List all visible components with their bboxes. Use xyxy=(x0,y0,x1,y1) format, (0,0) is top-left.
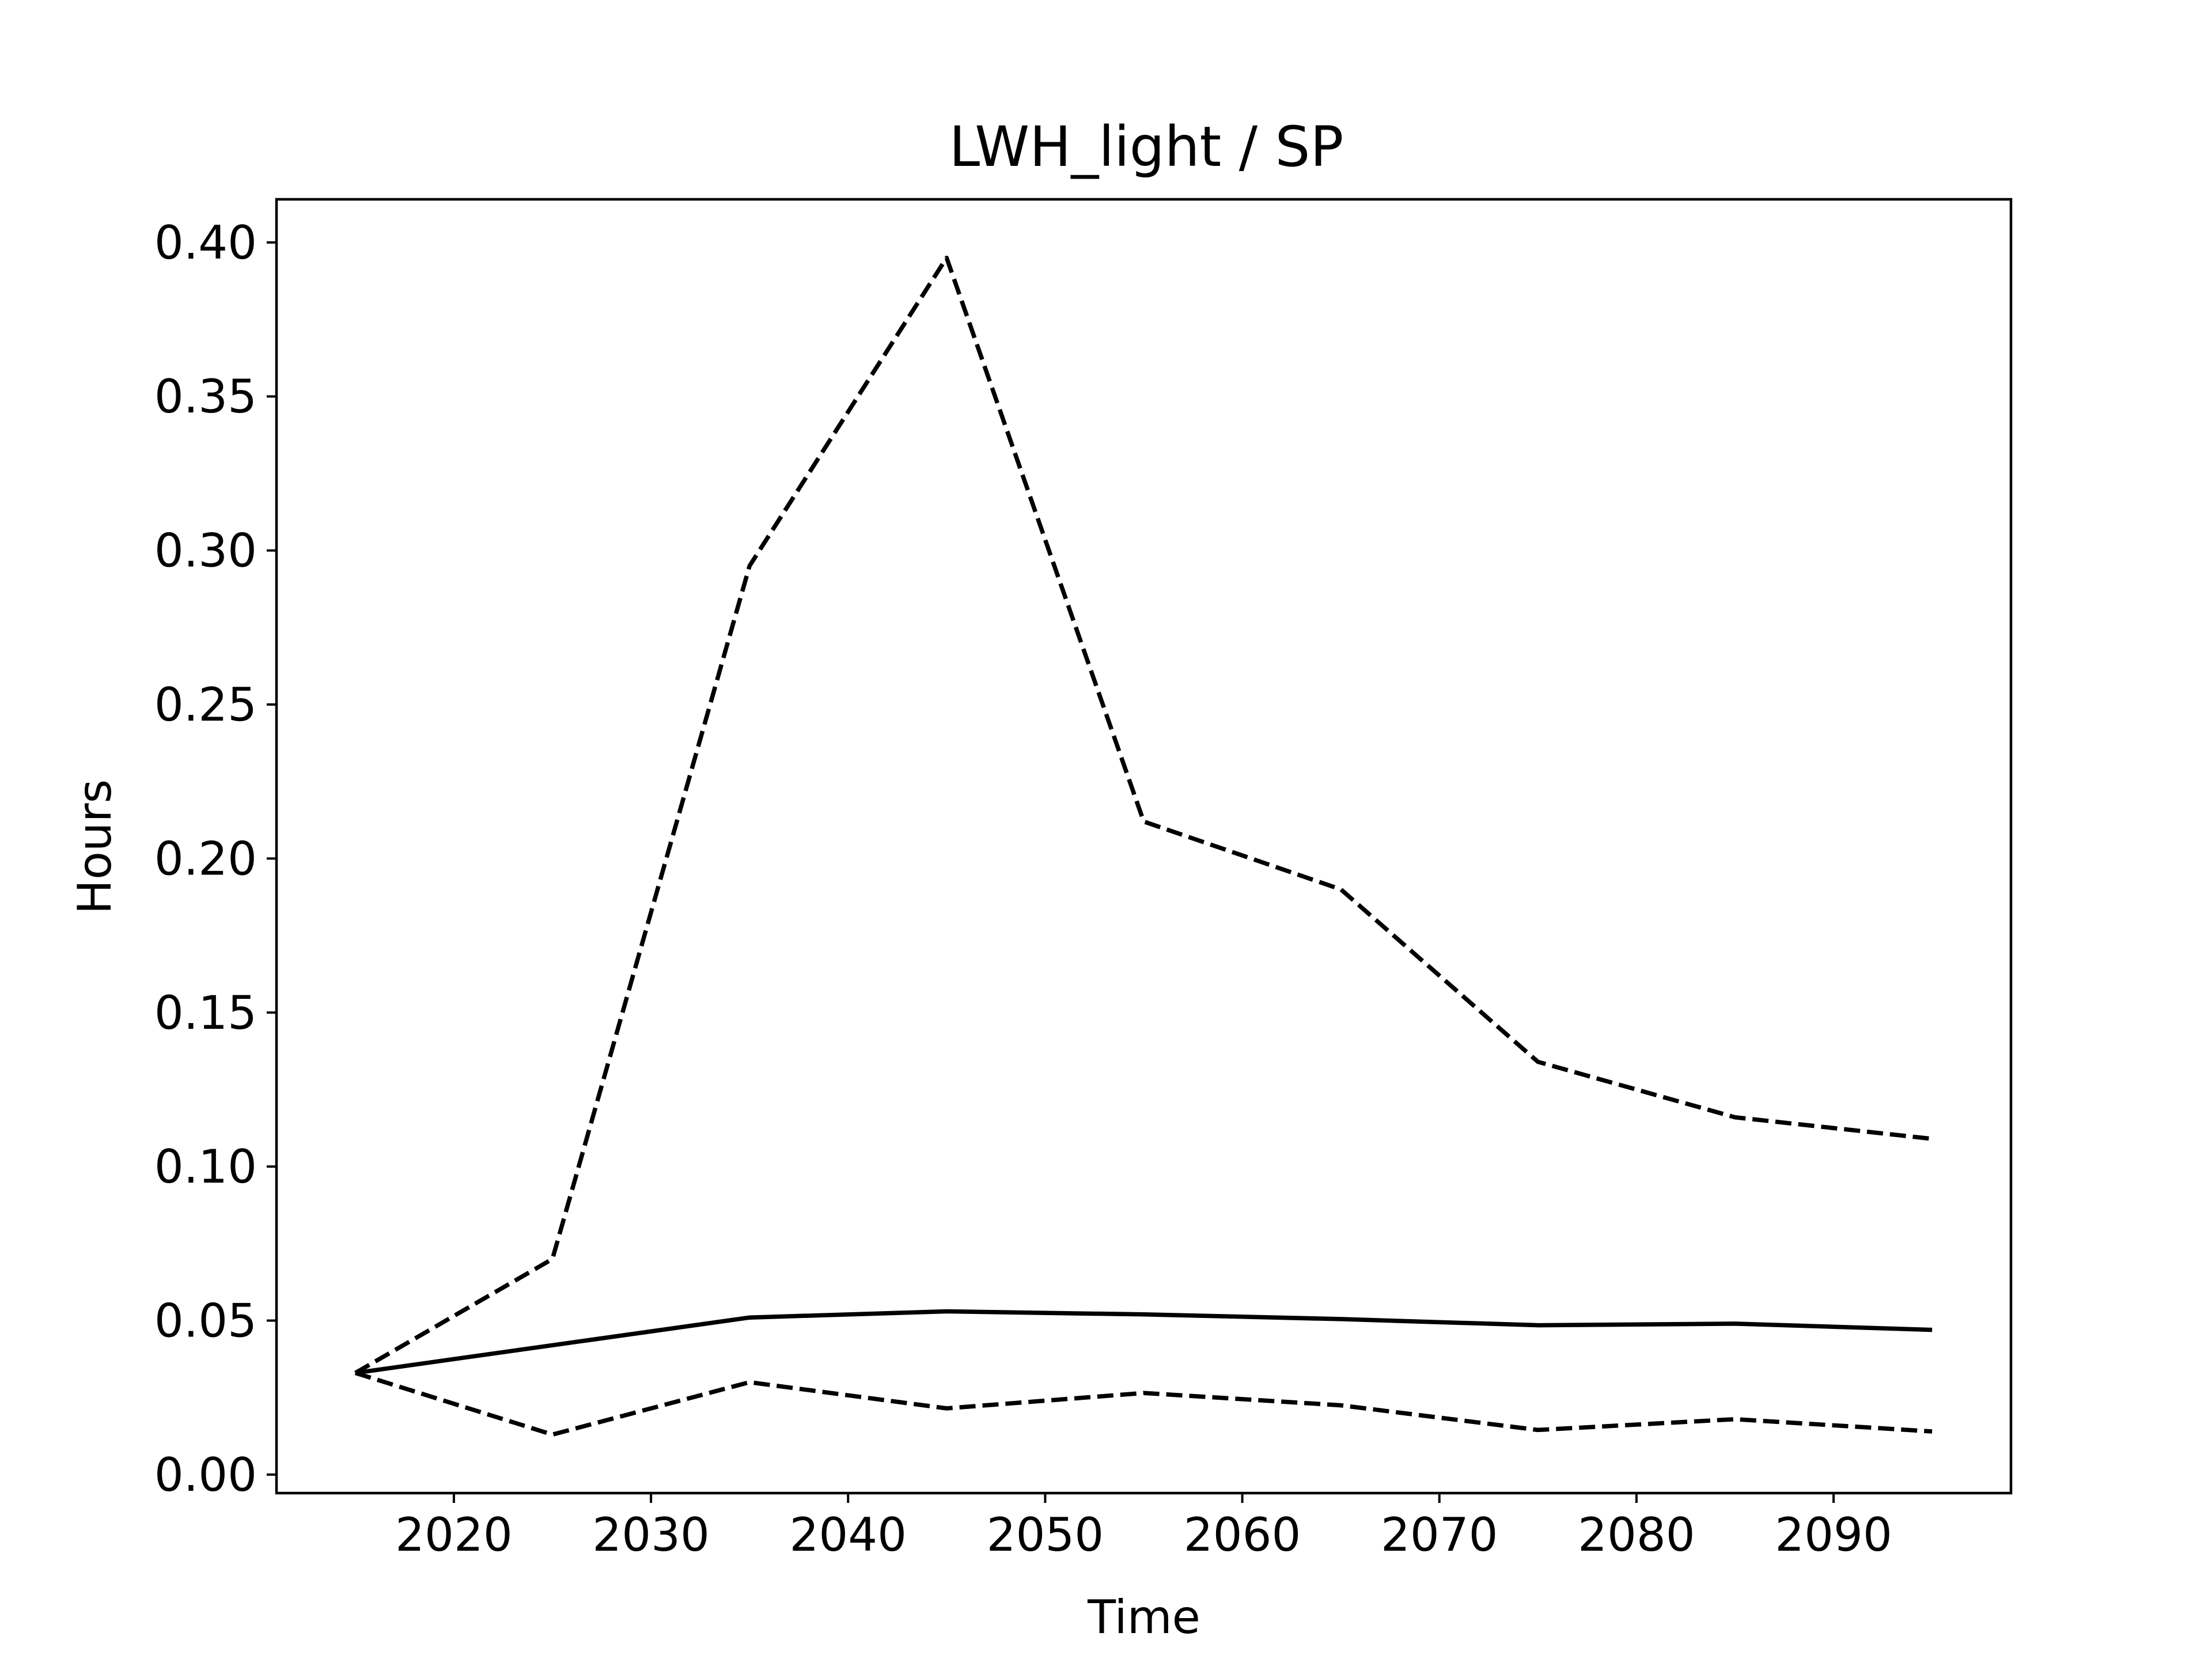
x-tick-label: 2080 xyxy=(1578,1508,1695,1562)
series-line-3 xyxy=(354,1370,1933,1437)
series-layer xyxy=(354,255,1933,1437)
x-tick-label: 2070 xyxy=(1381,1508,1498,1562)
plot-frame xyxy=(275,198,2013,1495)
y-tick-label: 0.05 xyxy=(154,1294,257,1348)
x-tick-label: 2090 xyxy=(1775,1508,1892,1562)
x-tick-label: 2040 xyxy=(789,1508,907,1562)
y-axis-ticks: 0.00 0.05 0.10 0.15 0.20 0.25 0.30 0.35 0.40 xyxy=(154,216,276,1502)
x-tick-label: 2050 xyxy=(987,1508,1104,1562)
chart-title: LWH_light / SP xyxy=(949,115,1344,179)
x-tick-label: 2030 xyxy=(592,1508,710,1562)
y-axis-label: Hours xyxy=(68,779,122,914)
y-tick-label: 0.00 xyxy=(154,1448,257,1502)
y-tick-label: 0.25 xyxy=(154,678,257,732)
series-line-2 xyxy=(354,255,1933,1375)
series-line-1 xyxy=(355,1309,1933,1376)
y-tick-label: 0.15 xyxy=(154,986,257,1040)
y-tick-label: 0.10 xyxy=(154,1140,257,1194)
x-tick-label: 2020 xyxy=(395,1508,513,1562)
y-tick-label: 0.20 xyxy=(154,832,257,885)
x-tick-label: 2060 xyxy=(1184,1508,1301,1562)
x-axis-label: Time xyxy=(1087,1590,1200,1644)
y-tick-label: 0.35 xyxy=(154,370,257,423)
x-axis-ticks: 2020 2030 2040 2050 2060 2070 2080 2090 xyxy=(395,1493,1892,1562)
y-tick-label: 0.30 xyxy=(154,524,257,578)
y-tick-label: 0.40 xyxy=(154,216,257,270)
